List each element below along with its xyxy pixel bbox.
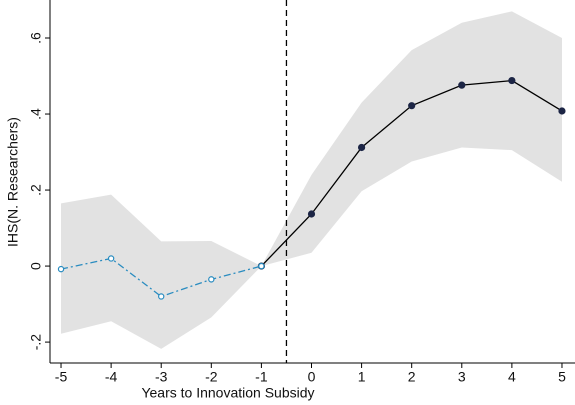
x-tick-label: 3 — [458, 369, 466, 385]
x-tick-label: 2 — [408, 369, 416, 385]
data-point — [508, 76, 516, 85]
data-point — [357, 143, 366, 152]
data-point — [158, 293, 165, 300]
data-point — [307, 210, 316, 218]
y-tick-label: .4 — [28, 108, 44, 120]
y-axis-title: IHS(N. Researchers) — [5, 117, 21, 247]
confidence-band — [61, 11, 562, 349]
y-tick-label: .6 — [28, 32, 44, 44]
data-point — [208, 276, 215, 283]
x-tick-label: 5 — [558, 369, 566, 385]
x-tick-label: 1 — [358, 369, 366, 385]
y-tick-label: .2 — [28, 184, 44, 196]
x-tick-label: 0 — [308, 369, 316, 385]
data-point — [258, 262, 265, 270]
x-tick-label: -5 — [55, 369, 68, 385]
data-point — [107, 255, 115, 262]
x-tick-label: -2 — [205, 369, 218, 385]
x-tick-label: -1 — [255, 369, 268, 385]
data-point — [458, 81, 466, 89]
x-tick-label: -3 — [155, 369, 168, 385]
y-tick-label: -.2 — [28, 334, 44, 351]
x-tick-label: -4 — [105, 369, 118, 385]
data-point — [408, 102, 416, 110]
x-tick-label: 4 — [508, 369, 516, 385]
x-axis-title: Years to Innovation Subsidy — [141, 385, 314, 401]
y-tick-label: 0 — [28, 262, 44, 270]
series-line — [60, 257, 262, 298]
data-point — [558, 107, 566, 115]
data-point — [57, 265, 65, 273]
